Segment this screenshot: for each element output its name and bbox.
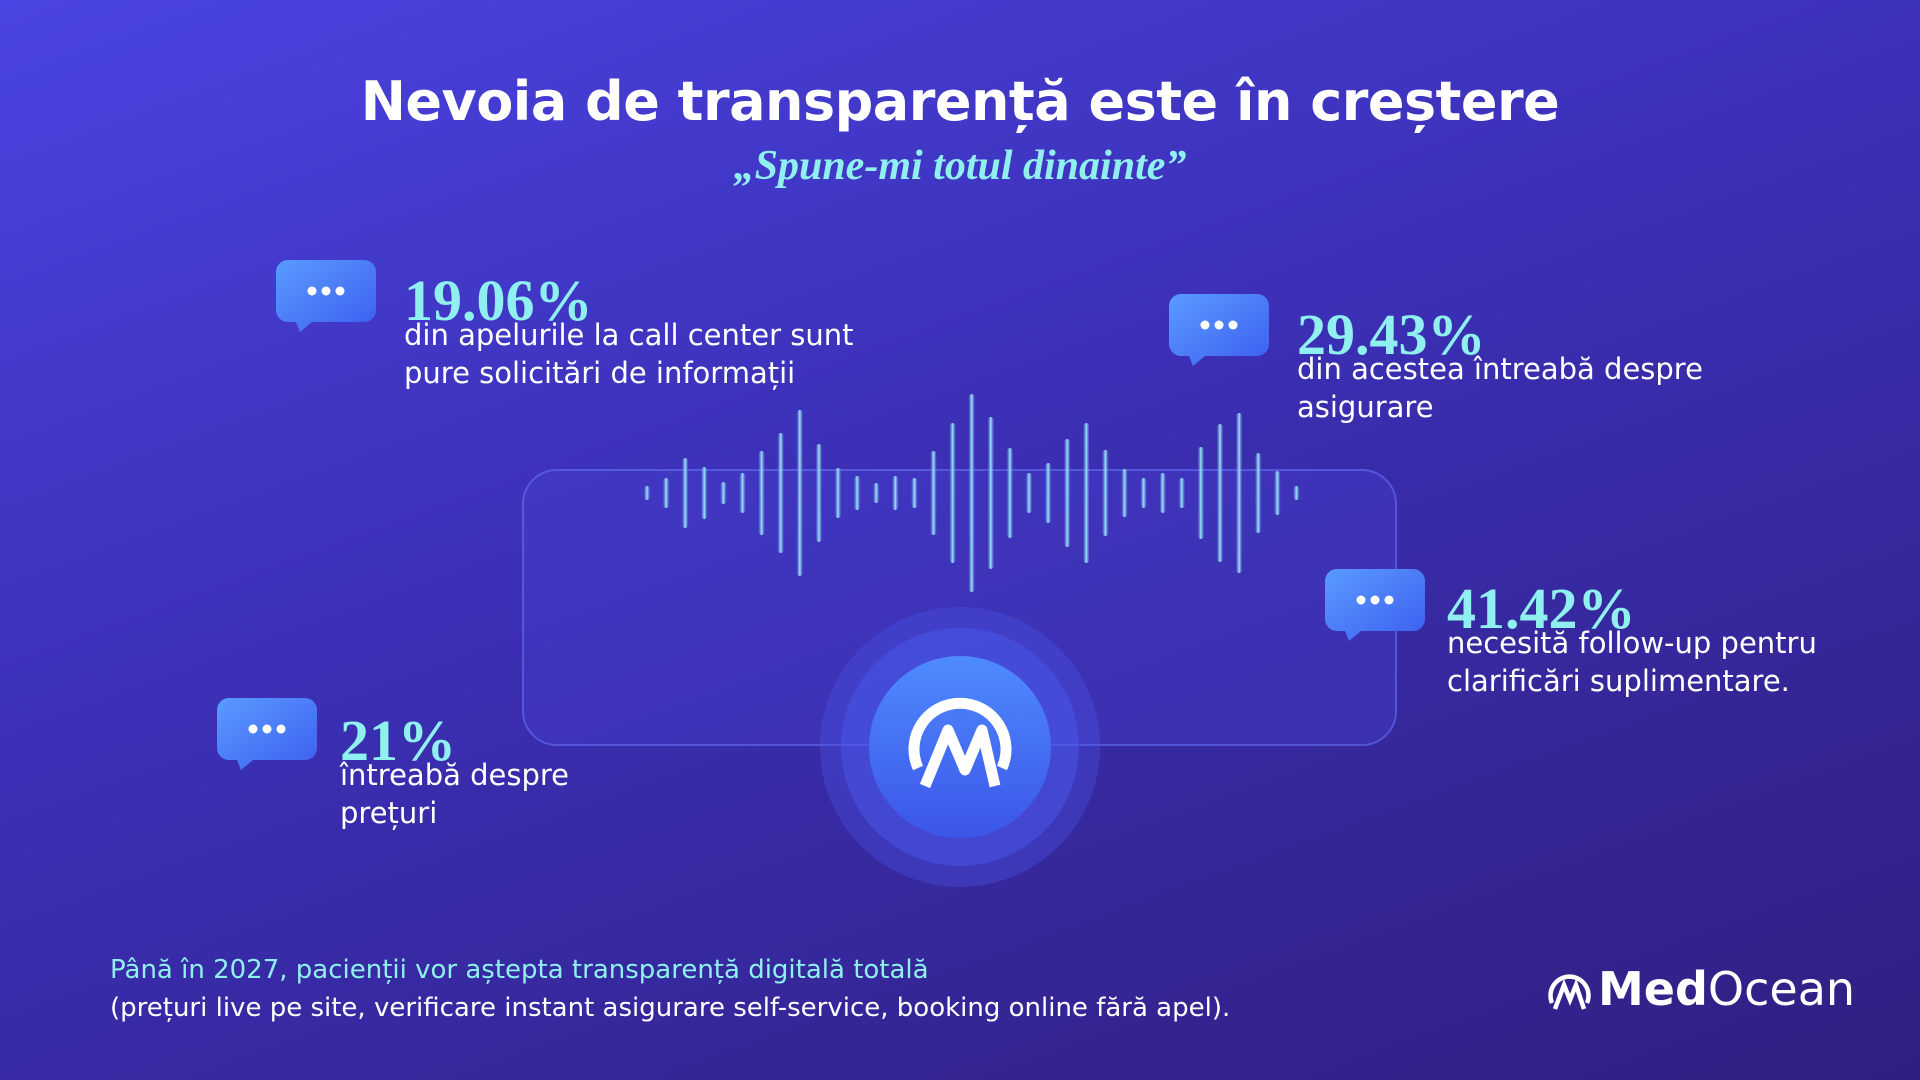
wave-bar: [1236, 413, 1243, 573]
stat-line: pure solicitări de informații: [404, 356, 796, 390]
stat-line: asigurare: [1297, 390, 1434, 424]
wave-bar: [796, 410, 803, 576]
wave-bar: [1140, 478, 1147, 508]
stat-line: clarificări suplimentare.: [1447, 664, 1790, 698]
stat-value: 29.43%: [1297, 302, 1486, 367]
wave-bar: [949, 423, 956, 563]
wave-bar: [663, 478, 670, 508]
stat-value: 19.06%: [404, 268, 593, 333]
bubble-dot: [1200, 320, 1210, 330]
wave-bar: [701, 467, 708, 519]
bubble-shape: [276, 260, 376, 332]
wave-bar: [1293, 486, 1300, 500]
bubble-dot: [262, 724, 272, 734]
brand: MedOcean: [1598, 962, 1855, 1016]
wave-bar: [682, 458, 689, 528]
stat-line: din acestea întreabă despre: [1297, 352, 1703, 386]
wave-bar: [777, 433, 784, 553]
stat-line: din apelurile la call center sunt: [404, 318, 854, 352]
wave-bar: [644, 486, 650, 500]
chat-bubble: [1169, 294, 1269, 366]
bubble-dot: [307, 286, 317, 296]
wave-bar: [873, 483, 880, 503]
bubble-dot: [1356, 595, 1366, 605]
wave-bar: [1083, 423, 1090, 563]
subtitle: „Spune-mi totul dinainte”: [733, 143, 1187, 189]
bubble-dot: [1214, 320, 1224, 330]
stat-line: întreabă despre: [340, 758, 569, 792]
bubble-dot: [276, 724, 286, 734]
wave-bar: [1121, 469, 1128, 517]
bubble-shape: [1169, 294, 1269, 366]
wave-bar: [968, 394, 975, 592]
footer-detail: (prețuri live pe site, verificare instan…: [110, 993, 1231, 1023]
stat-line: necesită follow-up pentru: [1447, 626, 1817, 660]
chat-bubble: [1325, 569, 1425, 641]
bubble-shape: [1325, 569, 1425, 641]
bubble-dot: [248, 724, 258, 734]
chat-bubble: [217, 698, 317, 770]
wave-bar: [815, 444, 822, 542]
bubble-shape: [217, 698, 317, 770]
wave-bar: [720, 482, 727, 504]
brand-regular: Ocean: [1707, 962, 1856, 1016]
wave-bar: [758, 451, 765, 535]
bubble-dot: [335, 286, 345, 296]
wave-bar: [1159, 473, 1166, 513]
waveform: [644, 394, 1300, 592]
wave-bar: [1274, 471, 1281, 515]
wave-bar: [739, 473, 746, 513]
wave-bar: [1178, 478, 1185, 508]
wave-bar: [1045, 463, 1052, 523]
bubble-dot: [321, 286, 331, 296]
wave-bar: [854, 476, 861, 510]
wave-bar: [835, 468, 841, 518]
bubble-dot: [1228, 320, 1238, 330]
wave-bar: [930, 451, 937, 535]
stat-value: 21%: [340, 708, 456, 773]
wave-bar: [987, 417, 994, 569]
bubble-dot: [1370, 595, 1380, 605]
wave-bar: [1006, 448, 1013, 538]
wave-bar: [1197, 447, 1204, 539]
title: Nevoia de transparență este în creștere: [360, 70, 1560, 133]
wave-bar: [911, 478, 918, 508]
logo-mark: [908, 697, 1012, 789]
footer-highlight: Până în 2027, pacienții vor aștepta tran…: [110, 955, 929, 985]
brand-bold: Med: [1598, 962, 1708, 1016]
wave-bar: [892, 476, 899, 510]
stat-line: prețuri: [340, 796, 438, 830]
bubble-dot: [1384, 595, 1394, 605]
stat-value: 41.42%: [1447, 576, 1636, 641]
wave-bar: [1102, 450, 1109, 536]
brand-logo: [1548, 974, 1591, 1010]
wave-bar: [1026, 473, 1032, 513]
wave-bar: [1064, 439, 1071, 547]
wave-bar: [1217, 424, 1223, 562]
chat-bubble: [276, 260, 376, 332]
wave-bar: [1255, 453, 1262, 533]
